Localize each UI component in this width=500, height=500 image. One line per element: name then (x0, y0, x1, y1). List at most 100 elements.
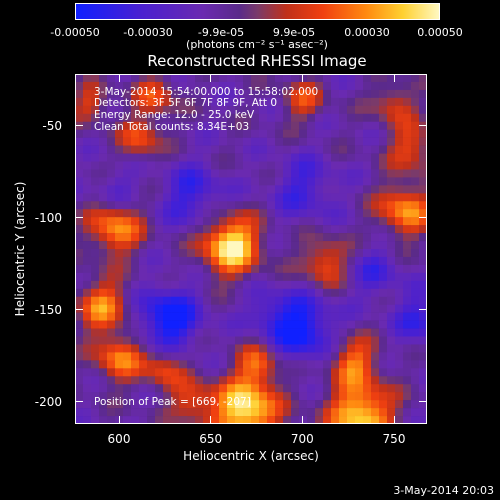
heatmap-cell (203, 74, 212, 83)
heatmap-cell (267, 296, 276, 305)
heatmap-cell (75, 264, 84, 274)
heatmap-cell (107, 74, 116, 83)
heatmap-cell (355, 217, 364, 226)
heatmap-cell (203, 360, 212, 369)
heatmap-cell (107, 153, 116, 162)
heatmap-cell (299, 296, 308, 305)
heatmap-cell (211, 153, 220, 162)
heatmap-cell (187, 217, 196, 226)
heatmap-cell (115, 344, 124, 353)
heatmap-cell (291, 209, 300, 218)
heatmap-cell (395, 145, 404, 154)
heatmap-cell (219, 105, 228, 115)
heatmap-cell (275, 177, 284, 186)
heatmap-cell (347, 97, 356, 107)
heatmap-cell (275, 105, 284, 115)
heatmap-cell (171, 392, 180, 401)
heatmap-cell (107, 376, 116, 385)
heatmap-cell (139, 272, 148, 282)
heatmap-cell (403, 121, 412, 130)
heatmap-cell (115, 296, 124, 305)
heatmap-cell (307, 105, 316, 115)
heatmap-cell (379, 312, 388, 321)
heatmap-cell (323, 193, 332, 202)
heatmap-cell (323, 328, 332, 337)
heatmap-cell (211, 97, 220, 107)
heatmap-cell (267, 280, 276, 290)
heatmap-cell (171, 384, 180, 393)
heatmap-cell (379, 74, 388, 83)
heatmap-cell (363, 209, 372, 218)
heatmap-cell (155, 241, 164, 250)
heatmap-cell (147, 129, 156, 138)
heatmap-cell (227, 169, 236, 178)
heatmap-cell (299, 312, 308, 321)
heatmap-cell (107, 217, 116, 226)
heatmap-cell (211, 272, 220, 282)
heatmap-cell (107, 145, 116, 154)
heatmap-cell (227, 288, 236, 298)
heatmap-cell (387, 288, 396, 298)
heatmap-cell (219, 352, 228, 361)
heatmap-cell (419, 408, 427, 417)
heatmap-cell (243, 233, 252, 242)
heatmap-cell (123, 249, 132, 258)
heatmap-cell (115, 153, 124, 162)
heatmap-cell (403, 217, 412, 226)
heatmap-cell (411, 185, 420, 194)
heatmap-cell (339, 89, 348, 99)
heatmap-cell (123, 320, 132, 329)
heatmap-cell (115, 209, 124, 218)
heatmap-cell (91, 121, 100, 130)
heatmap-cell (307, 408, 316, 417)
heatmap-cell (403, 392, 412, 401)
heatmap-cell (147, 360, 156, 369)
heatmap-cell (131, 233, 140, 242)
heatmap-cell (387, 105, 396, 115)
heatmap-cell (291, 129, 300, 138)
x-tick-mark (393, 416, 395, 424)
heatmap-cell (131, 280, 140, 290)
heatmap-cell (363, 233, 372, 242)
heatmap-cell (171, 400, 180, 409)
heatmap-cell (275, 121, 284, 130)
heatmap-cell (267, 74, 276, 83)
heatmap-cell (107, 209, 116, 218)
heatmap-cell (331, 113, 340, 123)
heatmap-cell (211, 185, 220, 194)
heatmap-cell (123, 177, 132, 186)
heatmap-cell (147, 288, 156, 298)
heatmap-cell (403, 105, 412, 115)
heatmap-cell (299, 400, 308, 409)
heatmap-cell (283, 201, 292, 210)
heatmap-cell (307, 336, 316, 345)
heatmap-cell (123, 241, 132, 250)
heatmap-cell (107, 81, 116, 91)
heatmap-cell (147, 177, 156, 186)
heatmap-cell (251, 177, 260, 186)
heatmap-cell (379, 241, 388, 250)
heatmap-cell (275, 408, 284, 417)
heatmap-cell (259, 320, 268, 329)
heatmap-cell (395, 217, 404, 226)
heatmap-cell (155, 169, 164, 178)
heatmap-cell (219, 209, 228, 218)
heatmap-cell (203, 376, 212, 385)
heatmap-cell (235, 169, 244, 178)
heatmap-cell (331, 256, 340, 266)
heatmap-cell (267, 368, 276, 377)
heatmap-cell (203, 105, 212, 115)
heatmap-cell (211, 225, 220, 234)
heatmap-cell (195, 153, 204, 162)
heatmap-cell (235, 177, 244, 186)
heatmap-cell (339, 400, 348, 409)
heatmap-cell (315, 416, 324, 424)
heatmap-cell (187, 97, 196, 107)
heatmap-cell (195, 328, 204, 337)
heatmap-cell (139, 264, 148, 274)
y-tick-mark (419, 125, 427, 127)
heatmap-cell (147, 193, 156, 202)
heatmap-cell (219, 312, 228, 321)
heatmap-cell (235, 336, 244, 345)
heatmap-cell (155, 376, 164, 385)
